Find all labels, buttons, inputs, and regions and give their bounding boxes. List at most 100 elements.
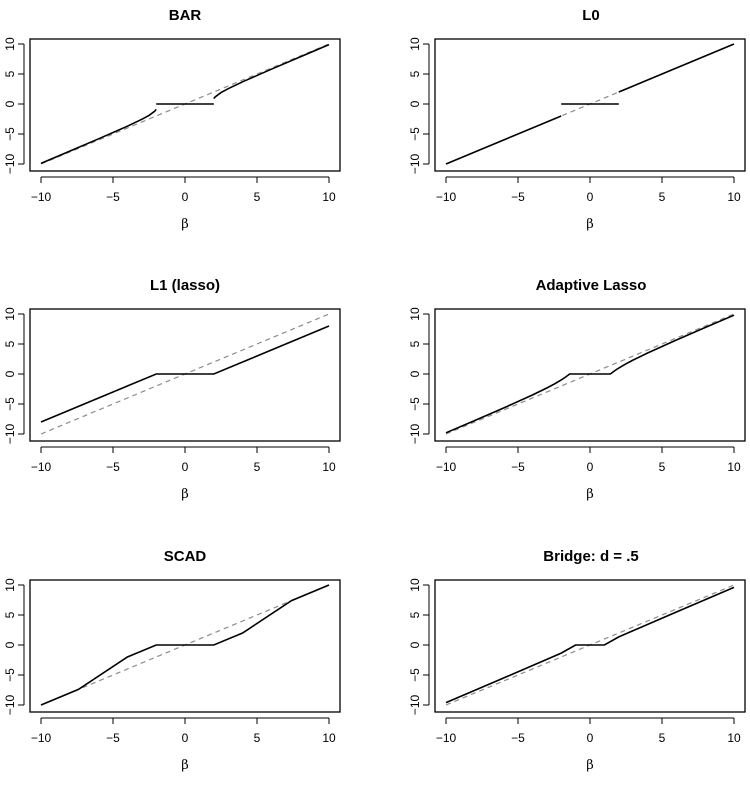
y-tick-label: −10 xyxy=(3,423,17,444)
x-tick-label: 0 xyxy=(587,731,594,745)
plot-area xyxy=(445,584,735,706)
plot-area xyxy=(40,584,330,706)
y-tick-label: 10 xyxy=(3,37,17,51)
chart-panel-scad: SCAD −10 −5 0 5 10 β −10 −5 0 5 10 xyxy=(3,548,341,773)
estimate-line xyxy=(213,43,330,100)
x-axis: −10 −5 0 5 10 xyxy=(436,717,741,745)
chart-title: Adaptive Lasso xyxy=(536,277,647,294)
y-axis: −10 −5 0 5 10 xyxy=(408,307,430,444)
y-tick-label: −5 xyxy=(408,127,422,141)
chart-panel-bar: BAR −10 −5 0 5 10 β −10 −5 0 5 10 xyxy=(3,7,341,232)
chart-panel-l1-lasso: L1 (lasso) −10 −5 0 5 10 β −10 −5 0 5 10 xyxy=(3,277,341,502)
y-tick-label: 0 xyxy=(3,641,17,648)
x-tick-label: 5 xyxy=(659,731,666,745)
y-axis: −10 −5 0 5 10 xyxy=(3,37,25,174)
x-tick-label: −10 xyxy=(436,731,457,745)
x-tick-label: −10 xyxy=(31,731,52,745)
y-tick-label: −5 xyxy=(3,127,17,141)
y-tick-label: 0 xyxy=(408,100,422,107)
x-tick-label: 0 xyxy=(182,460,189,474)
plot-frame xyxy=(434,308,746,442)
x-tick-label: 5 xyxy=(659,190,666,204)
plot-area xyxy=(40,43,330,165)
y-axis: −10 −5 0 5 10 xyxy=(408,37,430,174)
estimate-line xyxy=(40,584,330,706)
y-tick-label: −5 xyxy=(408,397,422,411)
x-axis-label: β xyxy=(181,487,189,502)
x-tick-label: 10 xyxy=(322,190,336,204)
estimate-line xyxy=(40,325,330,423)
y-tick-label: −5 xyxy=(408,668,422,682)
chart-title: BAR xyxy=(169,7,202,24)
y-axis: −10 −5 0 5 10 xyxy=(408,578,430,715)
x-axis: −10 −5 0 5 10 xyxy=(31,717,336,745)
y-tick-label: 10 xyxy=(408,578,422,592)
x-tick-label: −10 xyxy=(436,190,457,204)
estimate-line xyxy=(445,314,735,434)
y-tick-label: 0 xyxy=(408,370,422,377)
y-axis: −10 −5 0 5 10 xyxy=(3,578,25,715)
y-tick-label: −10 xyxy=(408,423,422,444)
y-tick-label: 5 xyxy=(3,70,17,77)
chart-title: Bridge: d = .5 xyxy=(543,548,638,565)
x-axis-label: β xyxy=(586,487,594,502)
y-tick-label: 10 xyxy=(3,307,17,321)
x-tick-label: −10 xyxy=(436,460,457,474)
estimate-line xyxy=(445,586,735,704)
x-tick-label: 10 xyxy=(727,460,741,474)
plot-frame xyxy=(29,579,341,713)
x-tick-label: −5 xyxy=(511,460,525,474)
x-tick-label: 0 xyxy=(182,731,189,745)
x-tick-label: 5 xyxy=(254,731,261,745)
x-tick-label: −5 xyxy=(106,731,120,745)
chart-title: SCAD xyxy=(164,548,207,565)
figure-grid: BAR −10 −5 0 5 10 β −10 −5 0 5 10 L0 −10 −5 0 5 10 β −10… xyxy=(3,7,746,773)
x-tick-label: −5 xyxy=(511,190,525,204)
x-axis-label: β xyxy=(181,217,189,232)
x-axis: −10 −5 0 5 10 xyxy=(436,446,741,474)
y-tick-label: 5 xyxy=(3,611,17,618)
chart-panel-l0: L0 −10 −5 0 5 10 β −10 −5 0 5 10 xyxy=(408,7,746,232)
chart-panel-adaptive-lasso: Adaptive Lasso −10 −5 0 5 10 β −10 −5 0 5 10 xyxy=(408,277,746,502)
x-tick-label: 5 xyxy=(254,460,261,474)
x-tick-label: 0 xyxy=(182,190,189,204)
x-tick-label: −5 xyxy=(511,731,525,745)
y-tick-label: −5 xyxy=(3,397,17,411)
x-axis: −10 −5 0 5 10 xyxy=(436,176,741,204)
x-axis-label: β xyxy=(586,217,594,232)
y-tick-label: 5 xyxy=(408,340,422,347)
y-tick-label: 10 xyxy=(408,307,422,321)
y-tick-label: −5 xyxy=(3,668,17,682)
x-tick-label: 10 xyxy=(727,190,741,204)
chart-title: L1 (lasso) xyxy=(150,277,220,294)
x-tick-label: 0 xyxy=(587,460,594,474)
y-tick-label: 0 xyxy=(3,100,17,107)
y-tick-label: 10 xyxy=(408,37,422,51)
plot-area xyxy=(445,43,735,165)
y-tick-label: 10 xyxy=(3,578,17,592)
x-tick-label: 10 xyxy=(322,460,336,474)
x-tick-label: 5 xyxy=(254,190,261,204)
x-tick-label: −10 xyxy=(31,190,52,204)
estimate-line xyxy=(40,108,157,165)
x-tick-label: 5 xyxy=(659,460,666,474)
x-tick-label: 10 xyxy=(727,731,741,745)
y-tick-label: 5 xyxy=(3,340,17,347)
y-tick-label: −10 xyxy=(408,153,422,174)
y-axis: −10 −5 0 5 10 xyxy=(3,307,25,444)
plot-frame xyxy=(29,308,341,442)
estimate-line xyxy=(618,43,735,93)
plot-frame xyxy=(434,579,746,713)
chart-panel-bridge: Bridge: d = .5 −10 −5 0 5 10 β −10 −5 0 5 10 xyxy=(408,548,746,773)
x-tick-label: 10 xyxy=(322,731,336,745)
plot-frame xyxy=(434,38,746,172)
x-tick-label: −5 xyxy=(106,190,120,204)
plot-area xyxy=(445,313,735,435)
estimate-line xyxy=(445,115,562,165)
x-tick-label: −5 xyxy=(106,460,120,474)
x-axis: −10 −5 0 5 10 xyxy=(31,446,336,474)
plot-area xyxy=(40,313,330,435)
chart-title: L0 xyxy=(582,7,600,24)
x-tick-label: 0 xyxy=(587,190,594,204)
x-tick-label: −10 xyxy=(31,460,52,474)
